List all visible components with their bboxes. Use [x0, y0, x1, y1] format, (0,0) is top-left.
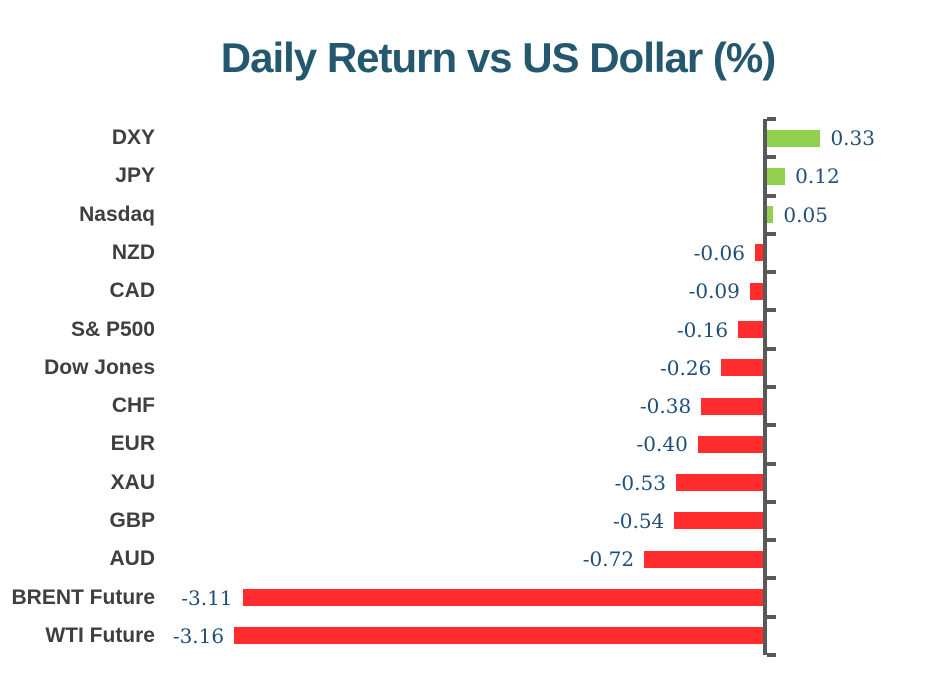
- axis-tick: [767, 346, 776, 351]
- chart-row: AUD -0.72: [0, 540, 941, 578]
- chart-row: XAU -0.53: [0, 464, 941, 502]
- chart-row: S& P500 -0.16: [0, 310, 941, 348]
- axis-tick: [767, 231, 776, 236]
- category-label: NZD: [111, 240, 155, 264]
- chart-row: JPY 0.12: [0, 157, 941, 195]
- negative-bar: [754, 244, 765, 262]
- negative-bar: [234, 627, 765, 645]
- axis-tick: [767, 614, 776, 619]
- value-label: 0.12: [795, 164, 840, 189]
- axis-tick: [767, 653, 776, 657]
- value-label: -0.53: [614, 470, 666, 495]
- value-label: -0.54: [612, 508, 665, 533]
- category-label: Dow Jones: [44, 355, 155, 379]
- negative-bar: [674, 512, 765, 530]
- category-label: AUD: [109, 547, 156, 571]
- axis-tick: [767, 117, 776, 121]
- chart-row: GBP -0.54: [0, 502, 941, 540]
- chart-row: NZD -0.06: [0, 234, 941, 272]
- chart-row: WTI Future -3.16: [0, 617, 941, 655]
- value-label: -0.40: [636, 432, 688, 457]
- value-label: -0.26: [660, 355, 712, 380]
- category-label: CHF: [111, 394, 155, 418]
- axis-tick: [767, 308, 776, 313]
- positive-bar: [765, 206, 774, 224]
- negative-bar: [721, 359, 765, 377]
- category-label: DXY: [111, 126, 155, 150]
- axis-tick: [767, 155, 776, 160]
- positive-bar: [765, 167, 786, 185]
- negative-bar: [701, 397, 765, 415]
- axis-tick: [767, 576, 776, 581]
- value-axis-line: [763, 119, 767, 655]
- value-label: -0.16: [676, 317, 729, 342]
- category-label: Nasdaq: [79, 202, 155, 226]
- axis-tick: [767, 538, 776, 543]
- value-label: -3.11: [181, 585, 233, 610]
- chart-row: CAD -0.09: [0, 272, 941, 310]
- category-label: WTI Future: [45, 623, 155, 647]
- axis-tick: [767, 193, 776, 198]
- category-label: XAU: [110, 470, 155, 494]
- chart-row: CHF -0.38: [0, 387, 941, 425]
- positive-bar: [765, 129, 821, 147]
- value-label: 0.05: [783, 202, 828, 227]
- axis-tick: [767, 461, 776, 466]
- value-label: -0.06: [693, 240, 745, 265]
- negative-bar: [242, 589, 765, 607]
- negative-bar: [738, 321, 765, 339]
- value-label: -0.38: [639, 394, 692, 419]
- chart-row: Dow Jones -0.26: [0, 349, 941, 387]
- axis-tick: [767, 499, 776, 504]
- value-label: -0.72: [582, 547, 635, 572]
- category-label: GBP: [109, 508, 155, 532]
- value-label: 0.33: [830, 126, 875, 151]
- value-label: -3.16: [172, 623, 225, 648]
- chart-row: Nasdaq 0.05: [0, 196, 941, 234]
- category-label: S& P500: [70, 317, 155, 341]
- category-label: EUR: [110, 432, 155, 456]
- negative-bar: [675, 474, 765, 492]
- axis-tick: [767, 423, 776, 428]
- negative-bar: [749, 282, 765, 300]
- negative-bar: [697, 435, 765, 453]
- negative-bar: [644, 550, 765, 568]
- chart-title: Daily Return vs US Dollar (%): [220, 34, 776, 81]
- chart-row: BRENT Future -3.11: [0, 578, 941, 616]
- value-label: -0.09: [688, 279, 740, 304]
- axis-tick: [767, 270, 776, 275]
- axis-tick: [767, 385, 776, 389]
- category-label: JPY: [115, 164, 155, 188]
- category-label: BRENT Future: [11, 585, 156, 609]
- category-label: CAD: [109, 279, 156, 303]
- chart-row: DXY 0.33: [0, 119, 941, 157]
- chart-row: EUR -0.40: [0, 425, 941, 463]
